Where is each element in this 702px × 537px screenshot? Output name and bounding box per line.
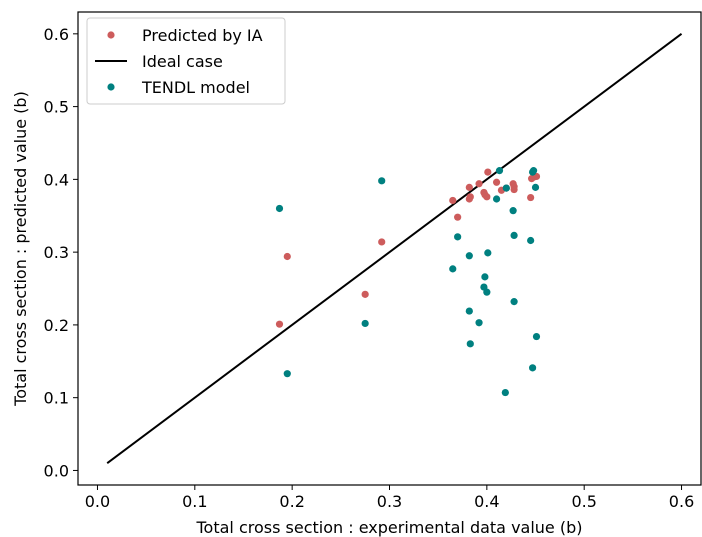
tendl-model-point: [502, 184, 510, 192]
predicted-by-ia-point: [483, 193, 491, 201]
tendl-model-point: [527, 236, 535, 245]
tendl-model-point: [531, 183, 540, 191]
y-tick-label: 0.3: [44, 243, 69, 262]
y-tick-label: 0.5: [44, 98, 69, 117]
y-tick-label: 0.6: [44, 25, 69, 44]
legend-label: Predicted by IA: [142, 26, 263, 45]
y-tick-label: 0.4: [44, 170, 69, 189]
tendl-model-point: [449, 265, 457, 273]
tendl-model-point: [495, 167, 504, 175]
tendl-model-point: [510, 298, 518, 306]
tendl-model-point: [361, 319, 369, 328]
ideal-case-line: [106, 33, 683, 464]
predicted-by-ia-point: [527, 193, 535, 202]
x-tick-label: 0.6: [669, 492, 694, 511]
tendl-model-point: [475, 319, 483, 327]
tendl-model-point: [378, 177, 386, 185]
predicted-by-ia-point: [484, 168, 492, 176]
plot-area: [106, 33, 683, 464]
axis-ticks: 0.0 0.1 0.2 0.3 0.4 0.5 0.6 0.0 0.1 0.2 0.3 0.4 0.5 0…: [44, 25, 695, 511]
legend-label: TENDL model: [141, 78, 250, 97]
tendl-model-point: [275, 204, 284, 213]
predicted-by-ia-point: [475, 180, 483, 188]
x-tick-label: 0.4: [474, 492, 499, 511]
tendl-model-point: [501, 388, 509, 397]
predicted-by-ia-point: [449, 196, 457, 205]
x-tick-label: 0.0: [85, 492, 110, 511]
tendl-model-point: [492, 195, 501, 203]
legend-label: Ideal case: [142, 52, 223, 71]
x-axis-label: Total cross section : experimental data …: [196, 518, 583, 537]
predicted-by-ia-point: [361, 290, 369, 298]
tendl-model-point: [529, 167, 538, 175]
legend-marker: [107, 31, 115, 39]
predicted-by-ia-point: [283, 252, 291, 261]
y-tick-label: 0.1: [44, 389, 69, 408]
predicted-by-ia-point: [466, 193, 474, 201]
tendl-model-point: [466, 340, 474, 348]
tendl-model-point: [465, 307, 473, 315]
y-tick-label: 0.0: [44, 461, 69, 480]
tendl-model-point: [510, 231, 518, 240]
tendl-model-point: [483, 288, 491, 296]
tendl-model-point: [454, 233, 462, 241]
predicted-by-ia-point: [378, 238, 386, 246]
legend: Predicted by IA Ideal case TENDL model: [86, 17, 286, 105]
predicted-by-ia-point: [492, 178, 501, 186]
tendl-model-point: [283, 370, 291, 378]
tendl-model-point: [484, 249, 492, 257]
predicted-by-ia-point: [454, 213, 462, 221]
tendl-model-point: [509, 207, 517, 215]
x-tick-label: 0.1: [182, 492, 207, 511]
plot-frame: [77, 11, 702, 486]
y-axis-label: Total cross section : predicted value (b…: [11, 91, 30, 407]
legend-box: [86, 17, 286, 105]
tendl-model-point: [465, 252, 473, 260]
tendl-model-point: [532, 332, 541, 341]
x-tick-label: 0.5: [571, 492, 596, 511]
predicted-by-ia-point: [510, 185, 518, 194]
y-tick-label: 0.2: [44, 316, 69, 335]
x-tick-label: 0.2: [279, 492, 304, 511]
predicted-by-ia-point: [465, 183, 473, 191]
tendl-model-point: [528, 364, 537, 372]
tendl-model-point: [481, 273, 489, 281]
predicted-by-ia-point: [275, 320, 284, 328]
x-tick-label: 0.3: [377, 492, 402, 511]
legend-marker: [107, 83, 115, 91]
